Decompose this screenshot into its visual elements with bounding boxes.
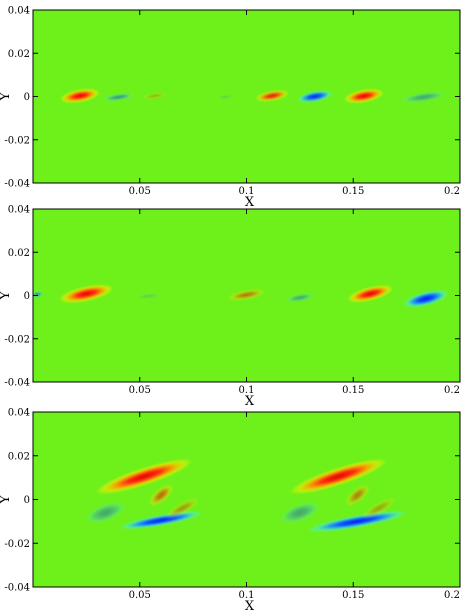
negative-vortex-7 [402,289,449,308]
x-tick-label: 0.05 [129,590,151,601]
x-tick-label: 0.1 [239,590,255,601]
negative-vortex-8 [400,91,447,103]
y-tick-label: 0 [24,291,30,302]
chart-panel-3: 0.05 0.1 0.15 0.2 0.04 0.02 0 -0.02 -0.04 X Y [0,408,461,614]
x-axis-label: X [245,394,255,409]
positive-vortex-3 [142,92,168,99]
x-tick-label: 0.2 [444,186,460,197]
positive-vortex-6 [289,458,388,495]
y-axis-label: Y [0,495,13,505]
positive-vortex-10 [362,497,396,519]
y-tick-label: 0.04 [8,6,30,17]
positive-vortex-5 [165,497,200,519]
positive-vortex-1 [59,88,100,104]
y-tick-label: 0.04 [8,408,30,419]
positive-vortex-7 [343,88,384,104]
negative-vortex-3 [85,501,126,524]
positive-vortex-2 [148,484,174,506]
y-tick-label: 0.02 [8,451,30,462]
chart-panel-2: 0.05 0.1 0.15 0.2 0.04 0.02 0 -0.02 -0.04 X Y [0,205,461,409]
x-tick-label: 0.15 [342,590,364,601]
negative-vortex-3 [135,293,162,300]
positive-vortex-2 [59,284,114,304]
y-tick-label: 0 [24,92,30,103]
y-tick-label: 0.02 [8,49,30,60]
x-tick-label: 0.1 [239,186,255,197]
y-tick-label: -0.02 [4,539,30,550]
y-tick-label: -0.04 [4,583,30,594]
negative-vortex-4 [216,95,234,99]
y-axis-label: Y [0,92,13,102]
negative-vortex-1 [33,291,44,298]
positive-vortex-1 [95,458,193,495]
x-tick-label: 0.15 [342,385,364,396]
y-tick-label: 0 [24,495,30,506]
negative-vortex-9 [307,510,408,533]
x-tick-label: 0.2 [444,385,460,396]
x-axis-label: X [245,195,255,210]
x-tick-label: 0.1 [239,385,255,396]
negative-vortex-5 [285,293,315,303]
positive-vortex-7 [345,484,370,506]
negative-vortex-2 [102,93,135,102]
negative-vortex-4 [119,511,204,530]
x-tick-label: 0.05 [129,385,151,396]
negative-vortex-6 [296,90,333,103]
y-tick-label: -0.04 [4,378,30,389]
positive-vortex-6 [347,284,394,303]
plot-background [33,10,460,183]
chart-panel-1: 0.05 0.1 0.15 0.2 0.04 0.02 0 -0.02 -0.04 X Y [0,6,461,210]
x-tick-label: 0.15 [342,186,364,197]
x-axis-label: X [245,599,255,614]
y-tick-label: -0.02 [4,135,30,146]
negative-vortex-8 [279,501,321,524]
plot-background [33,412,460,587]
positive-vortex-4 [227,289,266,301]
y-axis-label: Y [0,291,13,301]
y-tick-label: -0.04 [4,179,30,190]
x-tick-label: 0.05 [129,186,151,197]
y-tick-label: 0.04 [8,205,30,216]
positive-vortex-5 [255,89,289,102]
x-tick-label: 0.2 [444,590,460,601]
y-tick-label: 0.02 [8,248,30,259]
y-tick-label: -0.02 [4,334,30,345]
